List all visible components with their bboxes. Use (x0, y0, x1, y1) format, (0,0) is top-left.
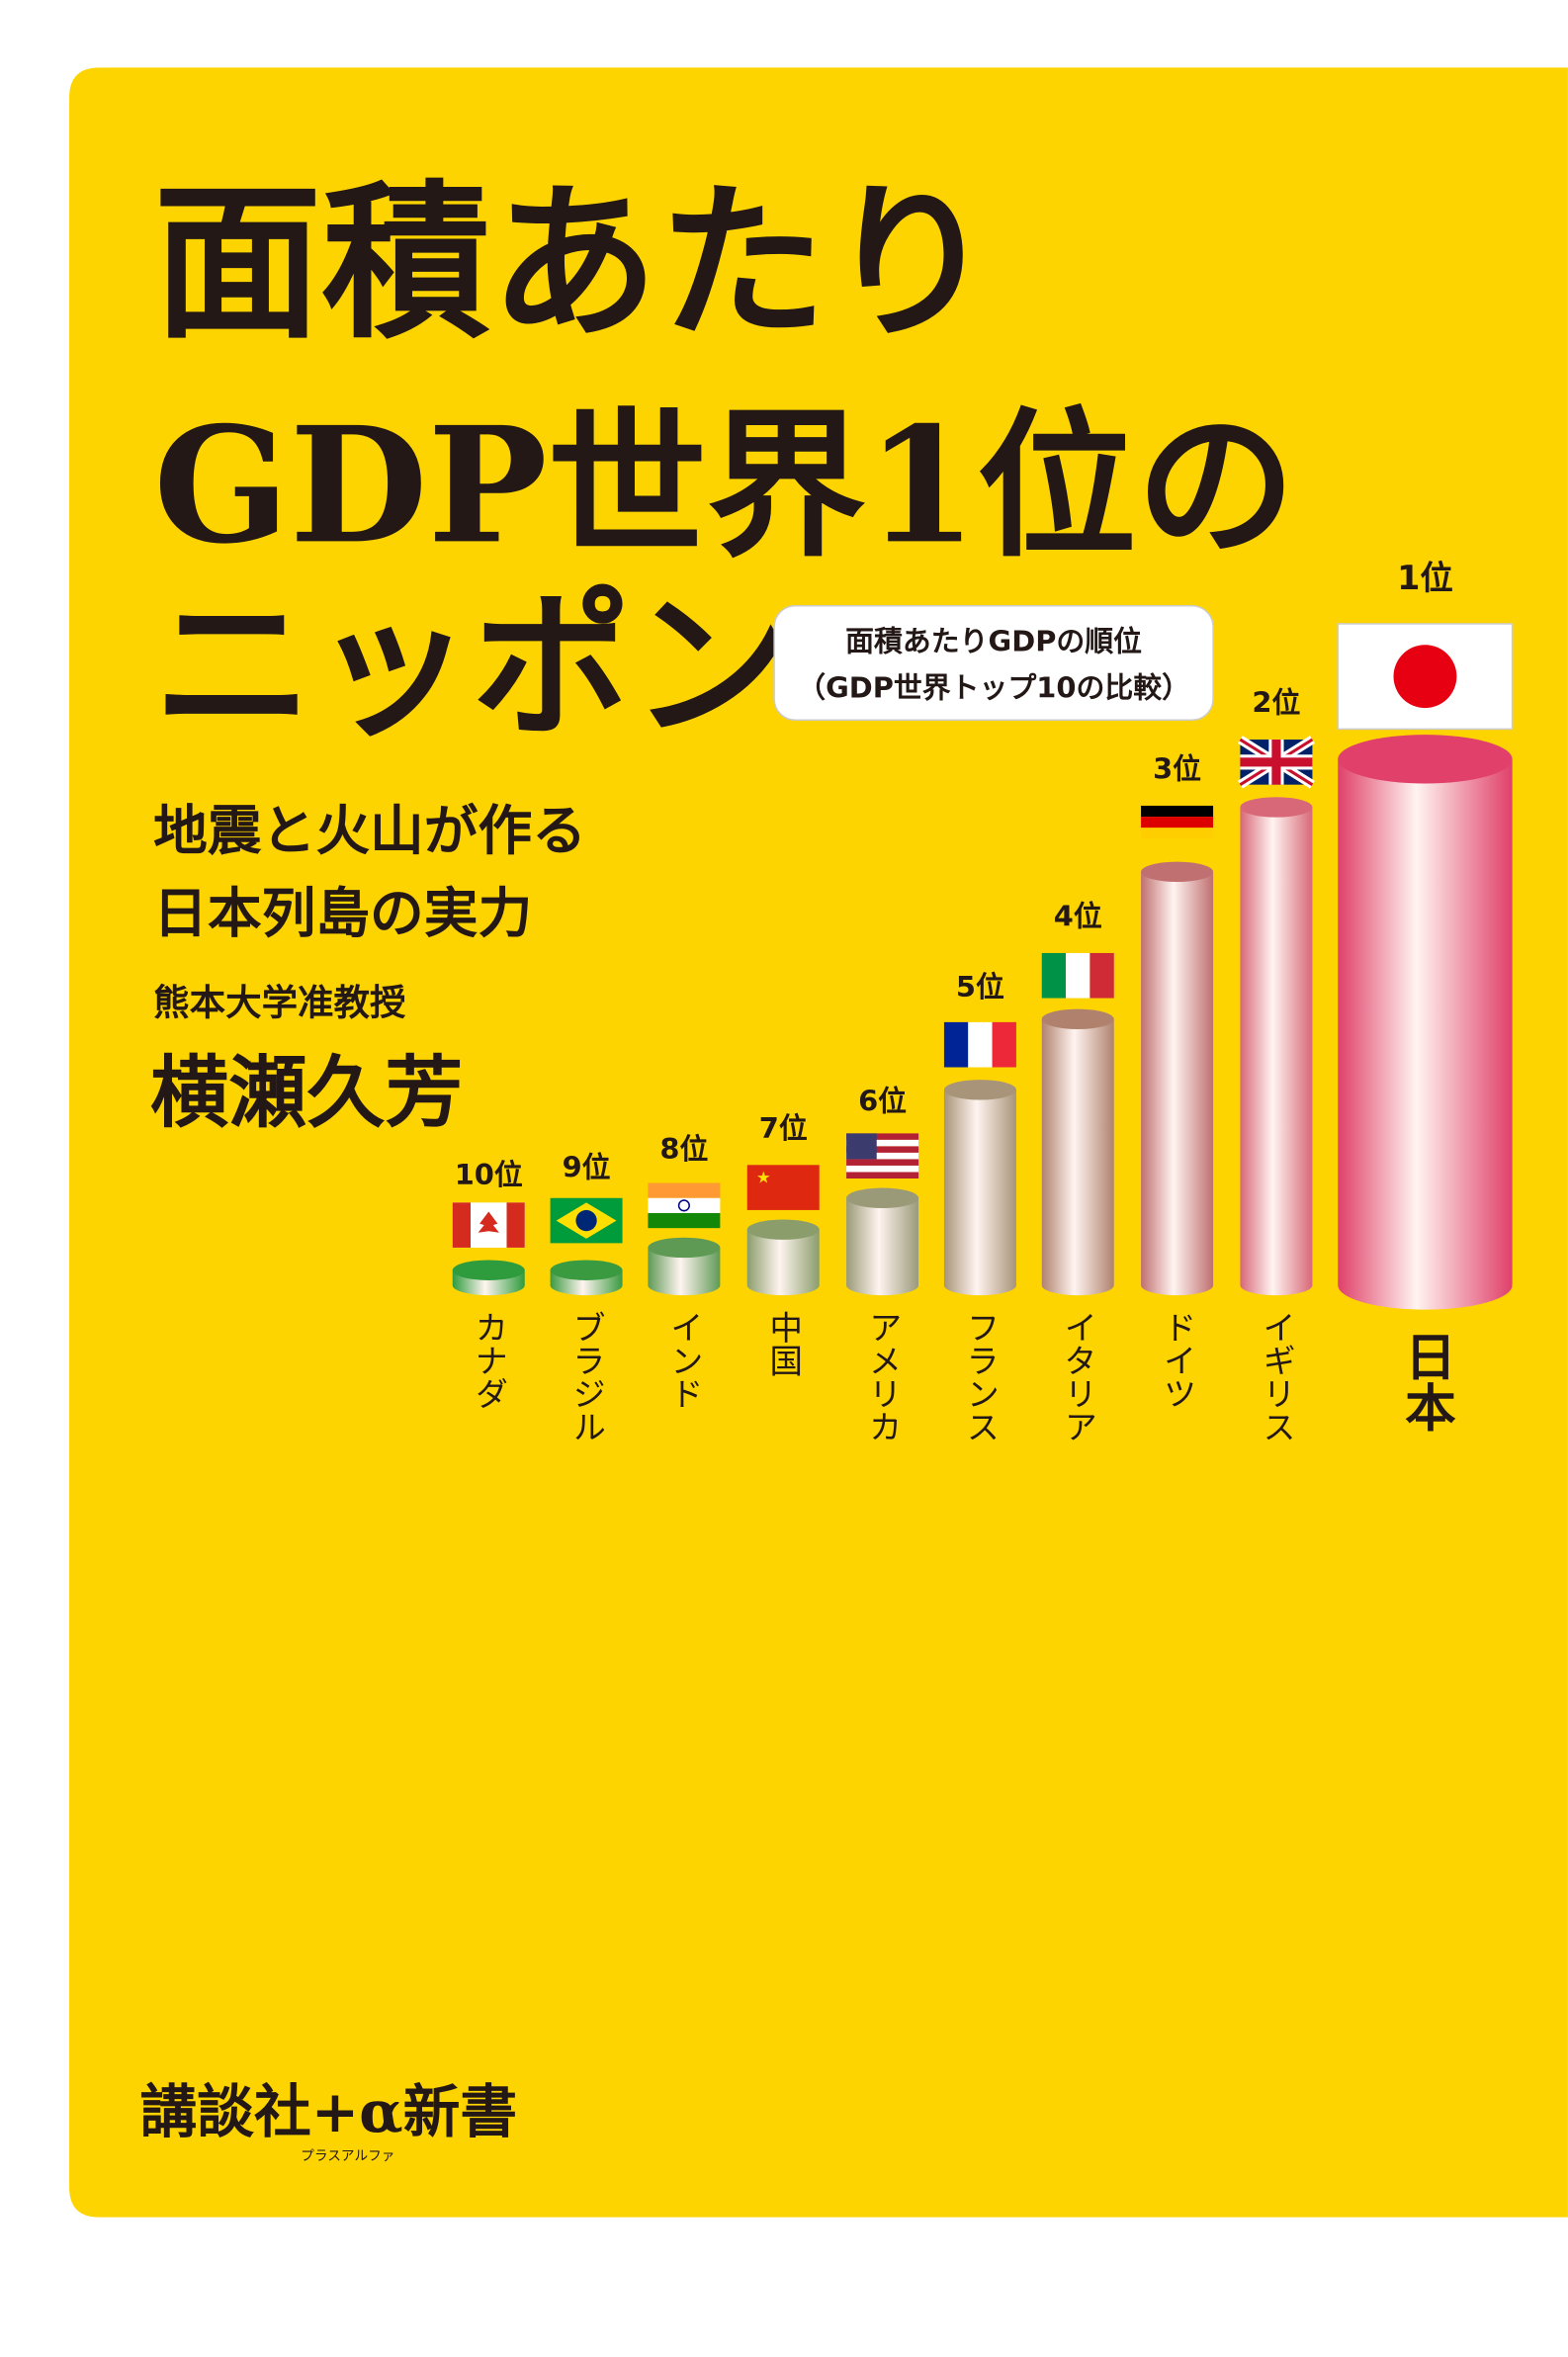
flag (1337, 623, 1514, 731)
title-line: GDP世界1位の (153, 393, 1295, 579)
publisher-name: 講談社+α新書 (140, 2078, 518, 2145)
cylinder (550, 1260, 623, 1296)
cylinder (1141, 861, 1214, 1296)
rank-label: 3位 (1153, 752, 1201, 786)
rank-label: 2位 (1252, 686, 1300, 720)
rank-label: 8位 (659, 1132, 708, 1166)
subtitle-line: 地震と火山が作る (153, 799, 586, 862)
rank-label: 5位 (956, 970, 1004, 1004)
rank-label: 10位 (455, 1158, 523, 1191)
rank-label: 1位 (1397, 559, 1453, 597)
country-name: ドイツ (1158, 1311, 1196, 1410)
cylinder (1338, 735, 1513, 1310)
flag (1041, 952, 1114, 999)
callout-line: （GDP世界トップ10の比較） (797, 670, 1190, 704)
cylinder (452, 1260, 525, 1296)
country-name: カナダ (470, 1311, 508, 1410)
rank-label: 9位 (563, 1150, 611, 1183)
svg-text:★: ★ (756, 1169, 771, 1187)
flag (452, 1202, 525, 1248)
title-line: ニッポン (153, 573, 791, 760)
flag (550, 1197, 623, 1244)
country-name: インド (664, 1311, 703, 1410)
cylinder (1240, 797, 1313, 1296)
cylinder (648, 1237, 721, 1296)
author-affiliation: 熊本大学准教授 (153, 981, 406, 1023)
rank-label: 6位 (858, 1085, 907, 1118)
cover-background (69, 67, 1568, 2218)
flag (648, 1182, 721, 1229)
country-name: アメリカ (863, 1311, 902, 1443)
author-name: 横瀬久芳 (150, 1048, 463, 1139)
country-name: フランス (961, 1311, 1000, 1443)
rank-label: 4位 (1054, 900, 1102, 933)
country-name: イタリア (1059, 1311, 1097, 1443)
flag (846, 1133, 919, 1178)
country-name: 日本 (1395, 1331, 1455, 1433)
flag (1238, 736, 1315, 789)
callout-line: 面積あたりGDPの順位 (845, 624, 1142, 657)
country-name: ブラジル (567, 1311, 606, 1443)
rank-label: 7位 (759, 1111, 808, 1145)
flag: ★ (746, 1165, 820, 1210)
cylinder (846, 1187, 919, 1296)
flag (943, 1021, 1016, 1068)
cylinder (1041, 1008, 1114, 1296)
publisher-reading: プラスアルファ (301, 2148, 394, 2164)
subtitle-line: 日本列島の実力 (153, 882, 532, 945)
title-line: 面積あたり (153, 164, 995, 362)
cylinder (746, 1219, 820, 1296)
flag (1141, 805, 1214, 839)
cylinder (943, 1080, 1016, 1296)
callout-box (773, 604, 1214, 722)
country-name: 中国 (764, 1311, 803, 1377)
country-name: イギリス (1257, 1311, 1295, 1443)
